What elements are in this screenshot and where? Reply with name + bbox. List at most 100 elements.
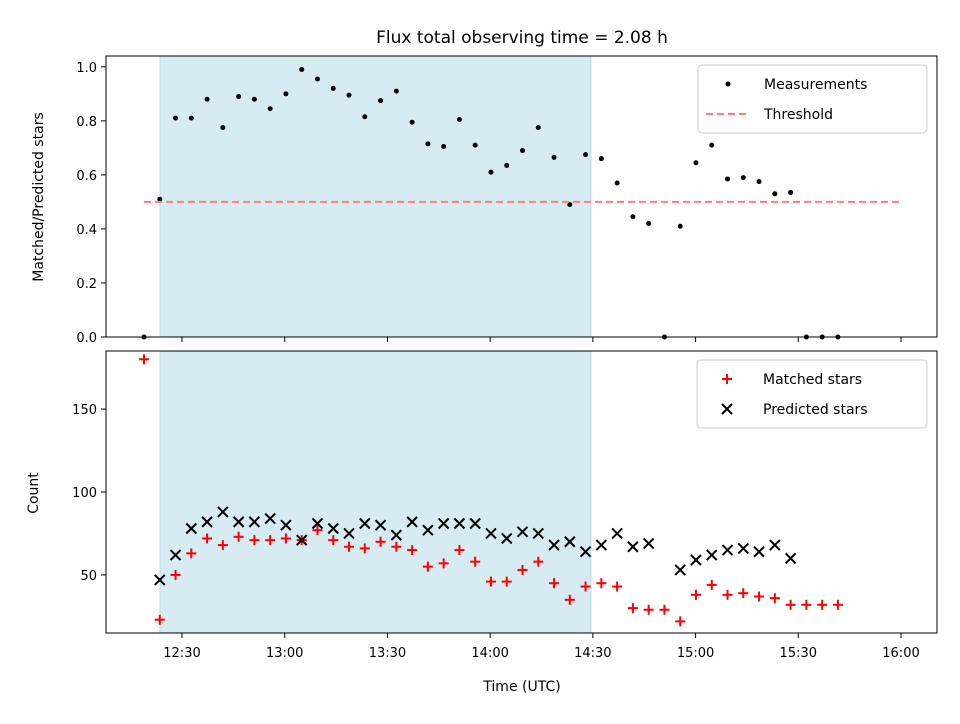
measurement-point [709,142,715,148]
matched-star-point [359,543,370,554]
matched-star-point [249,535,260,546]
legend-box [697,64,928,134]
matched-star-point [375,536,386,547]
matched-star-point [612,581,623,592]
matched-star-point [202,533,213,544]
matched-star-point [817,599,828,610]
predicted-star-stroke-b [706,549,718,561]
predicted-star-point [422,524,434,536]
predicted-star-point [390,529,403,541]
predicted-star-stroke-b [516,526,529,538]
predicted-star-point [485,527,497,540]
matched-star-point [675,616,686,627]
predicted-star-point [374,519,387,531]
predicted-star-stroke-b [627,541,639,553]
legend-label: Predicted stars [763,402,868,418]
measurement-point [173,115,179,121]
measurement-point [598,156,604,162]
top-y-axis-label: Matched/Predicted stars [31,112,47,282]
matched-star-point [580,581,591,592]
predicted-star-stroke-b [753,546,765,558]
legend: Matched stars Predicted stars [696,359,928,429]
predicted-star-stroke-b [579,546,592,558]
matched-star-point [391,541,402,552]
predicted-star-point [327,522,339,535]
matched-star-point [328,535,339,546]
matched-star-point [422,561,433,572]
measurement-point [346,92,352,98]
measurement-point [314,76,320,82]
y-tick-label: 0.2 [76,277,97,292]
matched-star-point [265,535,276,546]
matched-star-point [533,556,544,567]
predicted-star-point [753,546,765,558]
matched-star-point [454,545,465,556]
matched-star-point [738,588,749,599]
x-tick-label: 15:30 [780,646,817,661]
predicted-star-stroke-b [201,516,213,528]
predicted-star-point [501,532,513,545]
measurement-point [393,88,399,94]
matched-star-point [233,531,244,542]
measurement-point [188,115,194,121]
predicted-star-point [359,517,371,530]
matched-star-point [832,599,843,610]
matched-star-point [485,576,496,587]
y-tick-label: 0.8 [76,115,97,130]
predicted-star-point [169,549,182,561]
y-tick-label: 0.6 [76,169,97,184]
matched-star-point [312,525,323,536]
legend-label: Matched stars [763,372,862,388]
predicted-star-stroke-b [674,564,686,576]
matched-star-point [564,594,575,605]
legend-box [696,359,928,429]
predicted-star-stroke-b [311,517,324,530]
predicted-star-point [232,516,245,528]
predicted-star-stroke-b [406,516,418,528]
x-tick-label: 14:00 [471,646,508,661]
matched-star-point [627,603,638,614]
measurement-point [772,191,778,197]
x-tick-label: 16:00 [882,646,919,661]
predicted-star-stroke-b [611,527,623,540]
x-tick-label: 13:30 [369,646,406,661]
measurement-point [583,152,589,158]
matched-star-point [344,541,355,552]
predicted-star-point [469,517,481,530]
measurement-point [251,96,257,102]
predicted-star-point [769,539,781,551]
measurement-point [614,180,620,186]
predicted-star-point [784,552,797,565]
measurement-point [567,202,573,208]
measurement-point [267,106,273,112]
measurement-point [693,160,699,166]
measurement-point [630,214,636,220]
predicted-star-stroke-b [280,519,292,531]
predicted-star-stroke-b [737,542,749,555]
measurement-point [725,176,731,182]
measurement-point [220,125,226,131]
predicted-star-stroke-b [469,517,481,530]
predicted-star-stroke-b [390,529,403,541]
bottom-y-axis-label: Count [26,472,42,514]
predicted-star-stroke-b [169,549,182,561]
legend-marker-dot [725,81,731,87]
predicted-star-point [611,527,623,540]
predicted-star-stroke-b [185,522,198,535]
predicted-star-point [185,522,198,535]
measurement-point [520,148,525,154]
predicted-star-stroke-b [232,516,245,528]
predicted-star-point [516,526,529,538]
predicted-star-stroke-b [595,539,608,551]
measurement-point [378,98,384,104]
legend-label: Measurements [764,77,867,93]
predicted-star-point [548,539,560,551]
predicted-star-point [690,554,702,566]
predicted-star-stroke-b [690,554,702,566]
predicted-star-stroke-b [501,532,513,545]
legend: Measurements Threshold [697,64,928,134]
matched-star-point [517,564,528,575]
predicted-star-point [437,517,450,530]
predicted-star-point [201,516,213,528]
